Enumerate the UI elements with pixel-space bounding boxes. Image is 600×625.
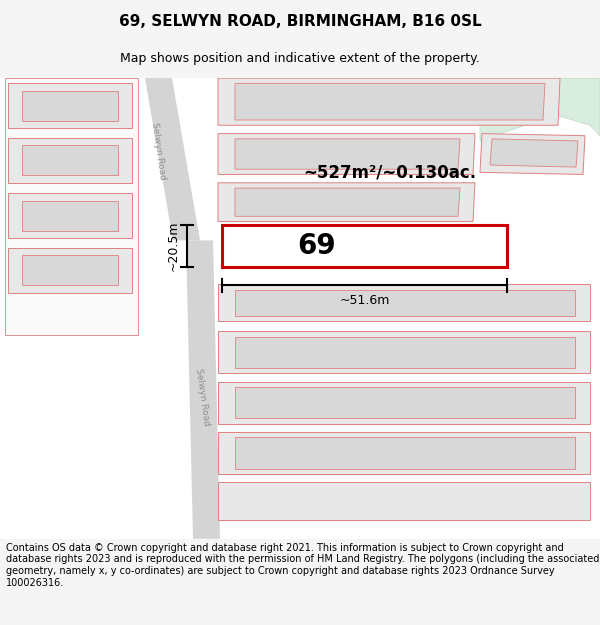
- Polygon shape: [8, 138, 132, 182]
- Text: Selwyn Road: Selwyn Road: [149, 122, 166, 181]
- Polygon shape: [235, 188, 460, 216]
- Polygon shape: [235, 139, 460, 169]
- Polygon shape: [235, 438, 575, 469]
- Polygon shape: [218, 78, 560, 125]
- Polygon shape: [480, 78, 600, 141]
- Polygon shape: [218, 482, 590, 520]
- Polygon shape: [8, 193, 132, 238]
- Polygon shape: [235, 83, 545, 120]
- Text: ~51.6m: ~51.6m: [340, 294, 389, 306]
- Text: Map shows position and indicative extent of the property.: Map shows position and indicative extent…: [120, 52, 480, 65]
- Polygon shape: [235, 337, 575, 368]
- Text: 69: 69: [298, 232, 337, 259]
- Polygon shape: [5, 78, 138, 334]
- Text: Selwyn Road: Selwyn Road: [194, 368, 211, 427]
- Polygon shape: [145, 78, 200, 241]
- Polygon shape: [218, 432, 590, 474]
- Polygon shape: [22, 201, 118, 231]
- Text: ~20.5m: ~20.5m: [167, 221, 179, 271]
- Polygon shape: [490, 139, 578, 167]
- Polygon shape: [218, 134, 475, 174]
- Polygon shape: [218, 182, 475, 221]
- Polygon shape: [22, 145, 118, 176]
- Polygon shape: [22, 91, 118, 121]
- Polygon shape: [8, 83, 132, 128]
- Polygon shape: [235, 289, 575, 316]
- Polygon shape: [8, 248, 132, 292]
- Polygon shape: [218, 284, 590, 321]
- Text: 69, SELWYN ROAD, BIRMINGHAM, B16 0SL: 69, SELWYN ROAD, BIRMINGHAM, B16 0SL: [119, 14, 481, 29]
- Text: ~527m²/~0.130ac.: ~527m²/~0.130ac.: [304, 163, 476, 181]
- Polygon shape: [218, 382, 590, 424]
- Polygon shape: [235, 387, 575, 418]
- Polygon shape: [186, 241, 220, 539]
- Bar: [222, 224, 507, 266]
- Polygon shape: [218, 331, 590, 373]
- Polygon shape: [22, 255, 118, 286]
- Polygon shape: [480, 134, 585, 174]
- Text: Contains OS data © Crown copyright and database right 2021. This information is : Contains OS data © Crown copyright and d…: [6, 543, 599, 588]
